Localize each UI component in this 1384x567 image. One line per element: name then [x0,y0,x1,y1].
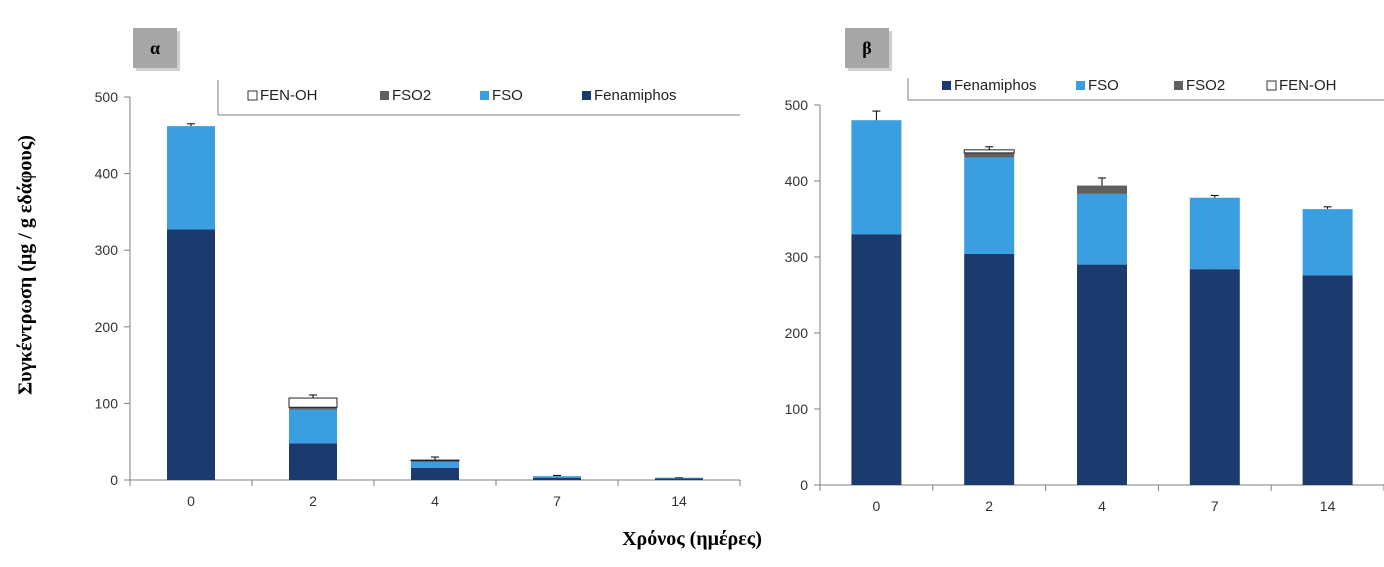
p0-error-bar [431,456,439,461]
p1-bar-fen-oh [963,149,1015,154]
p0-bar-fso [655,477,703,479]
p1-bar-fenamiphos [1302,275,1353,485]
p1-legend-item: Fenamiphos [942,77,1037,94]
p1-bar-fso [851,120,902,235]
p0-bar-fenamiphos [289,443,337,480]
p0-y-tick-label: 0 [110,472,118,488]
p1-bar-fso [1189,197,1240,270]
p1-legend-label: FSO2 [1186,77,1225,94]
p1-y-tick-label: 100 [785,401,809,417]
p0-x-tick-label: 0 [187,493,195,509]
p1-y-tick-label: 400 [785,173,809,189]
p0-legend-label: FSO2 [392,87,431,104]
p1-error-bar [872,110,881,121]
p1-bar-fso2 [1077,185,1127,194]
p0-error-bar [553,474,561,477]
p0-bar-fenamiphos [655,478,703,480]
p1-legend-label: Fenamiphos [954,77,1037,94]
p1-legend-item: FSO [1076,77,1119,94]
p1-error-bar [1210,194,1219,198]
p0-error-bar [187,123,195,127]
p1-bar-fso [1077,193,1127,265]
panel-label-b: β [845,28,889,68]
p0-y-tick-label: 200 [95,319,119,335]
p0-legend-label: Fenamiphos [594,87,677,104]
p0-bar-fenamiphos [533,477,581,480]
p0-x-tick-label: 14 [671,493,687,509]
p0-legend-item: FEN-OH [247,87,318,104]
p0-bar-fso [411,460,459,468]
p0-bar-fso [533,476,581,478]
p1-y-tick-label: 500 [785,97,809,113]
p1-error-bar [1323,206,1332,210]
p0-legend-item: FSO [480,87,523,104]
p1-x-tick-label: 4 [1098,498,1106,514]
p0-bar-fenamiphos [167,229,215,480]
p1-bar-fso [1302,209,1353,276]
p1-bar-fenamiphos [851,234,902,485]
p1-bar-fso2 [964,152,1015,158]
p1-error-bar [1098,177,1106,186]
p0-x-tick-label: 4 [431,493,439,509]
p0-bar-fso [289,409,337,444]
p0-bar-fso [167,126,215,230]
p1-legend-item: FSO2 [1174,77,1225,94]
p0-legend-label: FSO [492,87,523,104]
p1-bar-fenamiphos [1189,269,1240,485]
p0-x-tick-label: 7 [553,493,561,509]
p0-legend-label: FEN-OH [260,87,318,104]
p1-error-bar [985,146,994,150]
p1-y-tick-label: 300 [785,249,809,265]
p1-legend-label: FEN-OH [1279,77,1337,94]
p0-y-tick-label: 100 [95,395,119,411]
p0-y-tick-label: 400 [95,166,119,182]
x-axis-title: Χρόνος (ημέρες) [622,528,762,550]
p1-bar-fenamiphos [964,253,1015,485]
p0-x-tick-label: 2 [309,493,317,509]
p1-legend-label: FSO [1088,77,1119,94]
p0-bar-fso2 [289,407,337,410]
p0-legend-item: Fenamiphos [582,87,677,104]
p1-x-tick-label: 14 [1320,498,1336,514]
p0-bar-fenamiphos [411,467,459,480]
p1-bar-fso [964,157,1015,254]
p1-x-tick-label: 2 [985,498,993,514]
p1-bar-fenamiphos [1077,264,1127,485]
p0-legend-item: FSO2 [380,87,431,104]
p1-y-tick-label: 200 [785,325,809,341]
p0-error-bar [309,394,317,399]
p1-y-tick-label: 0 [800,477,808,493]
p0-y-tick-label: 500 [95,89,119,105]
p1-x-tick-label: 0 [873,498,881,514]
panel-label-a: α [133,28,177,68]
p0-y-tick-label: 300 [95,242,119,258]
p0-legend: FEN-OH FSO2 FSO Fenamiphos [217,80,740,116]
p1-legend: Fenamiphos FSO FSO2 FEN-OH [907,77,1384,101]
p1-legend-item: FEN-OH [1266,77,1337,94]
p1-x-tick-label: 7 [1211,498,1219,514]
